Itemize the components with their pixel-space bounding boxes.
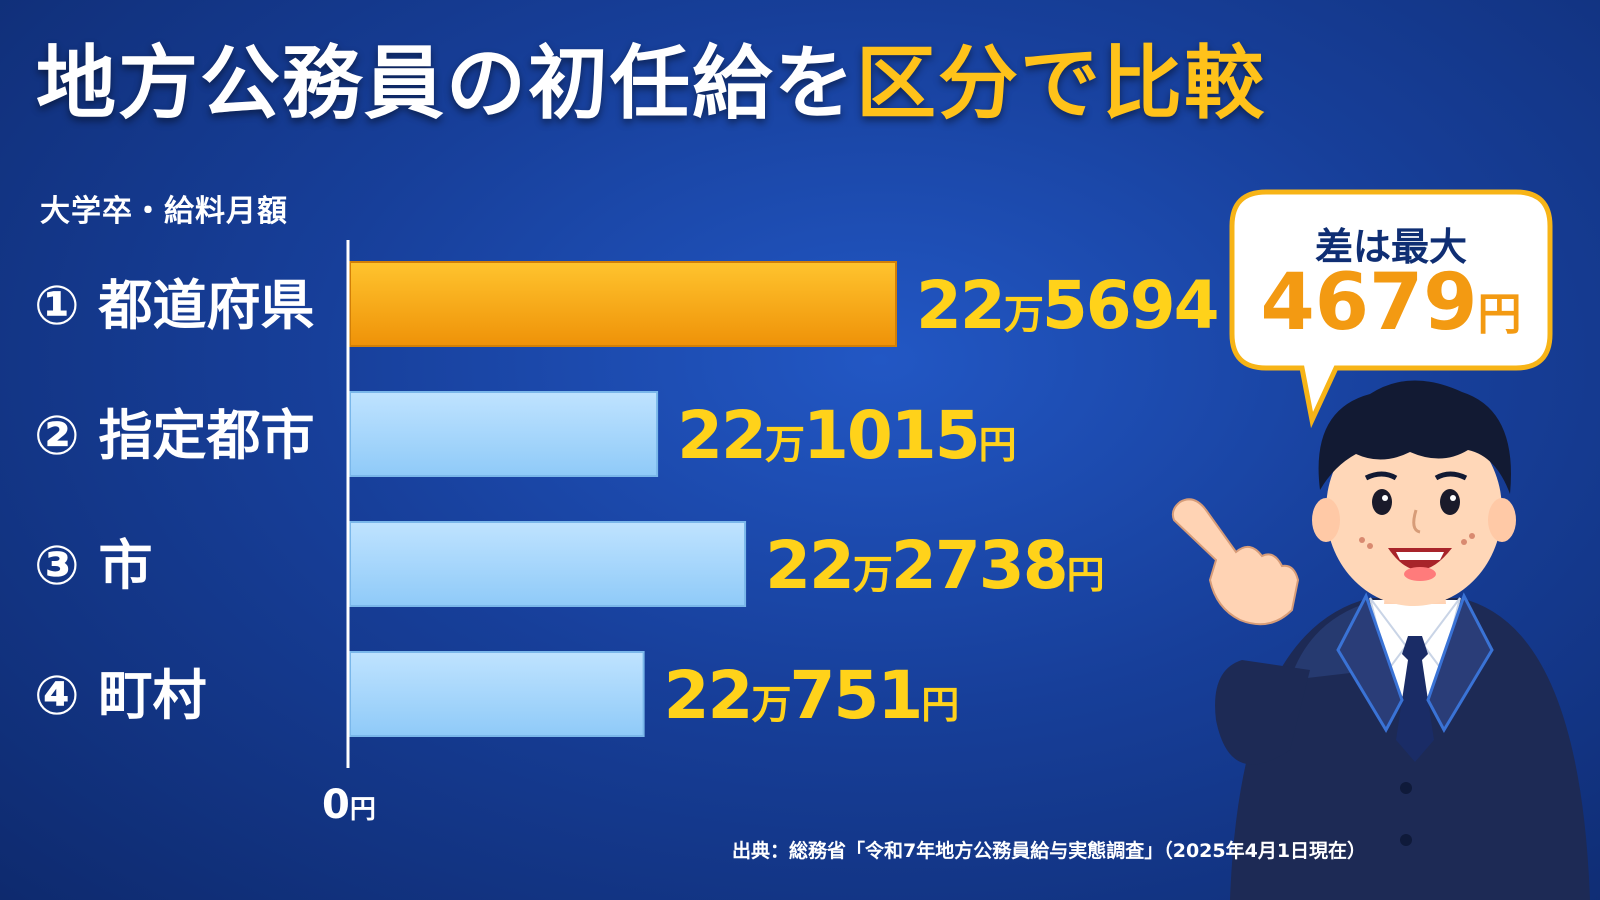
callout-amount-number: 4679 — [1260, 258, 1478, 348]
value-label: 22万1015円 — [677, 397, 1015, 474]
pointing-man-illustration — [1171, 380, 1590, 900]
source-note: 出典：総務省「令和7年地方公務員給与実態調査」（2025年4月1日現在） — [732, 840, 1367, 862]
bar-chart: ① 都道府県 22万5694円 ② 指定都市 22万1015円 ③ 市 22万2738円 ④… — [34, 261, 1220, 828]
title-accent: 区分で比較 — [856, 37, 1266, 130]
bar — [349, 391, 659, 477]
bar — [349, 651, 645, 737]
x-axis-zero-label: 0円 — [322, 782, 376, 828]
callout-amount-unit: 円 — [1477, 289, 1522, 340]
callout-label: 差は最大 — [1314, 225, 1467, 269]
category-label: ③ 市 — [34, 534, 153, 597]
title-main: 地方公務員の初任給を — [36, 37, 856, 130]
category-label: ④ 町村 — [34, 664, 207, 727]
value-label: 22万2738円 — [765, 527, 1103, 604]
page-title: 地方公務員の初任給を区分で比較 — [36, 40, 1266, 128]
callout-amount: 4679円 — [1226, 264, 1556, 342]
chart-subtitle: 大学卒・給料月額 — [40, 194, 288, 229]
bar — [349, 261, 897, 347]
value-label: 22万5694円 — [916, 267, 1220, 344]
category-label: ① 都道府県 — [34, 274, 315, 337]
callout-bubble: 差は最大 4679円 — [1226, 186, 1556, 436]
bar — [349, 521, 747, 607]
value-label: 22万751円 — [664, 657, 958, 734]
category-label: ② 指定都市 — [34, 404, 315, 467]
